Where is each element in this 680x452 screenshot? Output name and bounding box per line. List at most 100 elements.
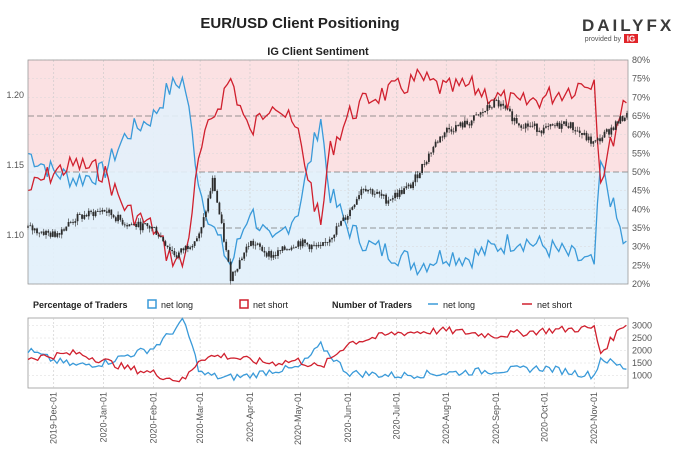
candle-body	[265, 252, 268, 257]
candle-body	[527, 123, 529, 127]
candle-body	[619, 116, 622, 124]
candle-body	[189, 247, 192, 249]
candle-body	[590, 136, 592, 144]
candle-body	[108, 209, 110, 213]
candle-body	[42, 231, 45, 235]
right-tick-label: 70%	[632, 92, 650, 102]
candle-body	[603, 131, 606, 138]
candle-body	[443, 132, 446, 138]
candle-body	[452, 131, 455, 133]
candle-body	[342, 217, 345, 222]
x-tick-label: 2020-Oct-01	[539, 392, 549, 442]
candle-body	[112, 215, 115, 218]
candle-body	[355, 199, 358, 205]
candle-body	[502, 103, 505, 106]
candle-body	[418, 173, 421, 179]
right-tick-label: 25%	[632, 260, 650, 270]
candle-body	[144, 223, 147, 225]
candle-body	[236, 268, 239, 272]
legend-num-short: net short	[537, 300, 573, 310]
candle-body	[626, 113, 628, 118]
candle-body	[614, 121, 617, 130]
candle-body	[581, 133, 583, 135]
candle-body	[202, 217, 205, 228]
candle-body	[353, 204, 356, 208]
candle-body	[128, 224, 131, 227]
candle-body	[556, 122, 559, 127]
candle-body	[150, 226, 153, 229]
candle-body	[513, 117, 516, 122]
legend-num-long: net long	[443, 300, 475, 310]
candle-body	[367, 189, 369, 192]
candle-body	[394, 192, 396, 199]
candle-body	[243, 252, 246, 259]
candle-body	[281, 246, 284, 252]
candle-body	[331, 237, 333, 240]
net-long-pct-line	[27, 74, 627, 277]
candle-body	[164, 241, 167, 246]
candle-body	[421, 163, 424, 174]
x-tick-label: 2020-May-01	[293, 392, 303, 445]
candle-body	[60, 229, 63, 235]
candle-body	[232, 271, 234, 282]
candle-body	[520, 125, 523, 128]
candle-body	[617, 121, 619, 124]
candle-body	[306, 242, 309, 245]
candle-body	[315, 245, 318, 247]
candle-body	[272, 254, 275, 258]
candle-body	[412, 182, 414, 189]
candle-body	[101, 209, 104, 212]
right-tick-label: 20%	[632, 279, 650, 289]
x-tick-label: 2020-Jan-01	[99, 392, 109, 443]
candle-body	[409, 184, 412, 189]
candle-body	[87, 210, 90, 217]
price-candles	[27, 96, 628, 285]
candle-body	[468, 124, 471, 126]
candle-body	[376, 191, 378, 194]
candle-body	[495, 100, 498, 101]
chart-subtitle: IG Client Sentiment	[267, 46, 369, 58]
ig-brand-text: IG	[627, 35, 635, 44]
candle-body	[313, 244, 315, 246]
candle-body	[358, 195, 360, 200]
candle-body	[94, 211, 97, 217]
candle-body	[536, 123, 538, 132]
candle-body	[274, 254, 277, 256]
candle-body	[191, 245, 194, 248]
candle-body	[234, 271, 237, 273]
candle-body	[132, 223, 135, 225]
candle-body	[612, 127, 615, 130]
candle-body	[475, 114, 478, 116]
candle-body	[63, 229, 65, 231]
candle-body	[423, 163, 426, 165]
candle-body	[29, 225, 32, 227]
legend-pct-label: Percentage of Traders	[33, 300, 128, 310]
candle-body	[441, 136, 444, 138]
candle-body	[511, 111, 514, 122]
candle-body	[168, 247, 171, 250]
candle-body	[137, 221, 140, 227]
candle-body	[497, 100, 500, 107]
candle-body	[488, 105, 491, 108]
candle-body	[592, 141, 595, 144]
x-tick-label: 2020-Jun-01	[343, 392, 353, 443]
x-tick-label: 2019-Dec-01	[49, 392, 59, 444]
candle-body	[391, 198, 394, 200]
candle-body	[130, 224, 133, 226]
candle-body	[155, 227, 158, 235]
candle-body	[493, 100, 496, 108]
right-tick-label: 60%	[632, 130, 650, 140]
candle-body	[299, 241, 302, 247]
legend-long-box	[147, 299, 157, 309]
net-long-area	[28, 77, 628, 284]
candle-body	[563, 121, 565, 124]
candle-body	[545, 126, 547, 128]
price-panel-border	[27, 59, 629, 285]
candle-body	[220, 214, 223, 224]
candle-body	[436, 141, 439, 143]
candle-body	[594, 140, 597, 142]
candle-body	[126, 225, 128, 227]
candle-body	[445, 127, 448, 133]
candle-body	[448, 127, 451, 130]
candle-body	[69, 221, 72, 223]
